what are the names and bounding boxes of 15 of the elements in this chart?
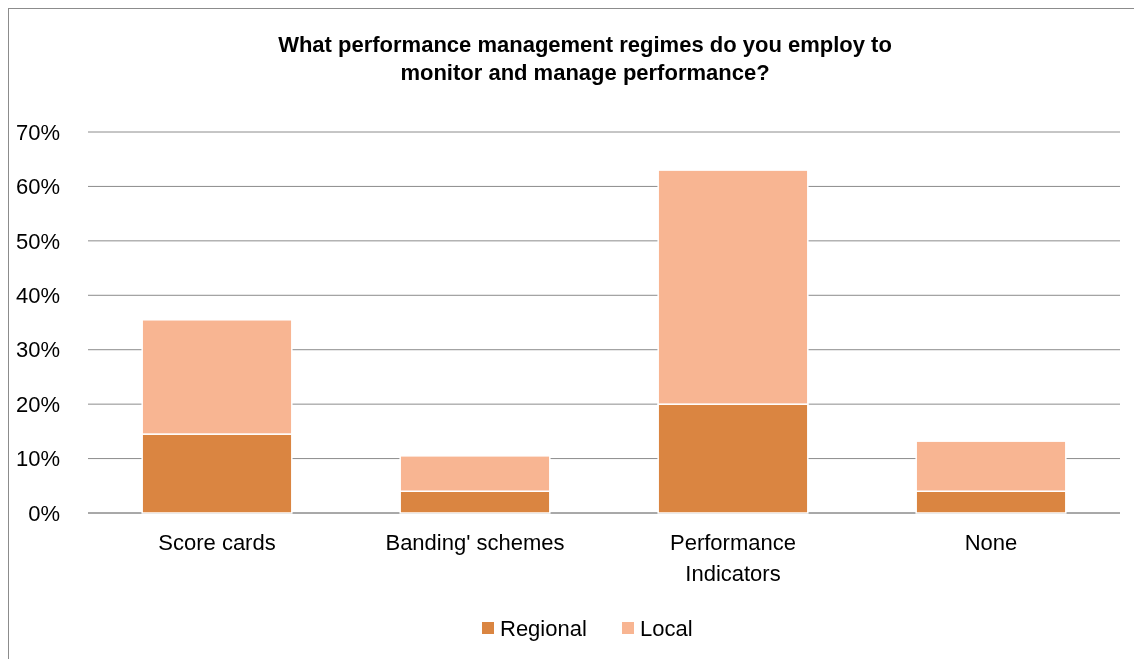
x-tick-label: Banding' schemes [385, 530, 565, 555]
y-tick-label: 50% [15, 228, 60, 254]
y-tick-label: 70% [15, 119, 60, 145]
y-tick-label: 20% [15, 391, 60, 417]
y-tick-label: 40% [15, 282, 60, 308]
y-tick-label: 10% [15, 446, 60, 472]
legend-label: Regional [500, 615, 587, 641]
x-tick-label: None [964, 530, 1018, 555]
x-tick-label: Performance Indicators [670, 530, 796, 586]
x-tick-label: Score cards [158, 530, 276, 555]
legend-label: Local [640, 615, 693, 641]
y-tick-label: 0% [28, 500, 60, 526]
y-tick-label: 60% [15, 174, 60, 200]
y-tick-label: 30% [15, 337, 60, 363]
chart-title: What performance management regimes do you employ to monitor and manage performance? [278, 32, 892, 85]
